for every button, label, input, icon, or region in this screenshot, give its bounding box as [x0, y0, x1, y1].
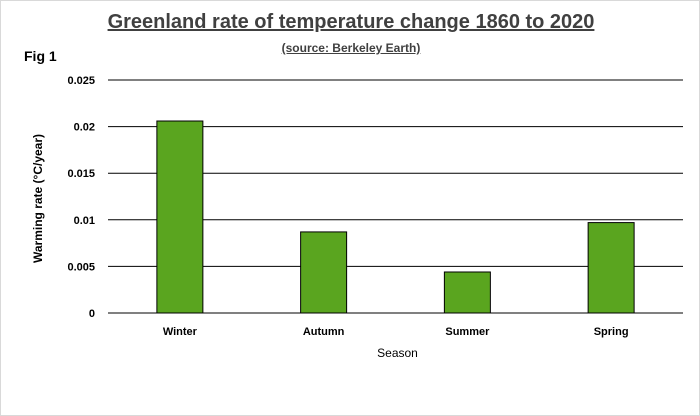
- y-axis-title: Warming rate (°C/year): [31, 134, 45, 263]
- bar: [300, 231, 348, 314]
- y-tick-label: 0.005: [67, 261, 95, 273]
- x-axis-title: Season: [377, 346, 418, 360]
- bar: [443, 271, 491, 314]
- bar: [156, 120, 204, 314]
- y-tick-label: 0.01: [74, 215, 95, 227]
- bar: [587, 222, 635, 314]
- y-tick-label: 0.015: [67, 168, 95, 180]
- y-tick-label: 0.025: [67, 75, 95, 87]
- x-tick-label: Winter: [163, 326, 198, 338]
- x-tick-label: Summer: [445, 326, 490, 338]
- x-tick-label: Spring: [594, 326, 629, 338]
- chart-subtitle: (source: Berkeley Earth): [281, 41, 421, 55]
- x-tick-label: Autumn: [303, 326, 345, 338]
- chart-title: Greenland rate of temperature change 186…: [107, 11, 595, 33]
- figure-label: Fig 1: [24, 48, 57, 64]
- y-tick-label: 0: [89, 308, 95, 320]
- y-tick-label: 0.02: [74, 122, 95, 134]
